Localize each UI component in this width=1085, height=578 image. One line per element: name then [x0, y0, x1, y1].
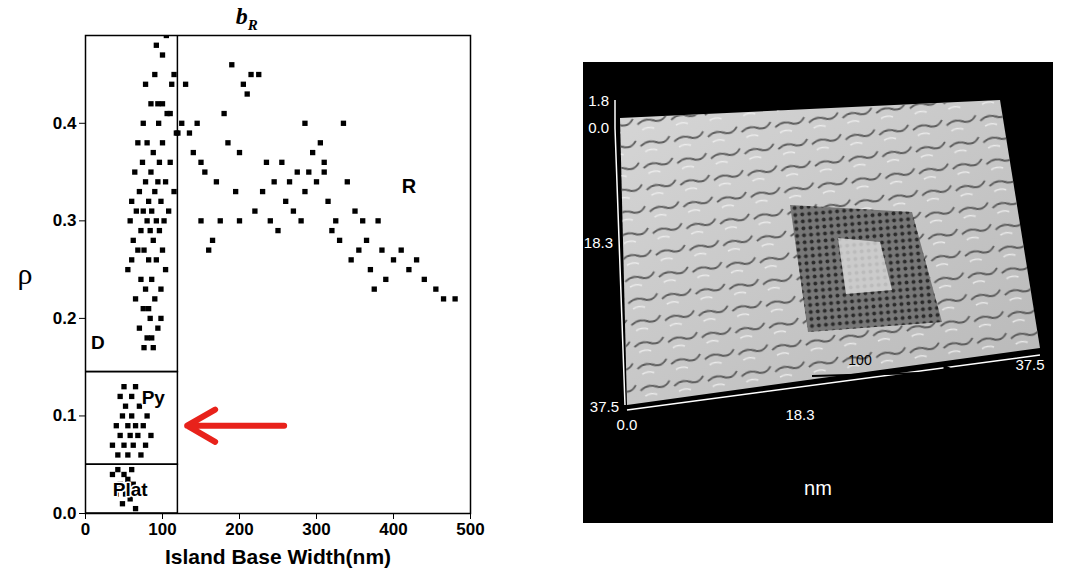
svg-text:bR: bR	[236, 3, 258, 33]
svg-text:0.0: 0.0	[53, 504, 77, 523]
svg-text:37.5: 37.5	[1015, 356, 1044, 373]
svg-text:Py: Py	[142, 387, 166, 408]
svg-text:400: 400	[379, 520, 407, 539]
svg-text:R: R	[402, 175, 417, 197]
svg-text:18.3: 18.3	[584, 234, 613, 251]
svg-text:1.8: 1.8	[588, 92, 609, 109]
svg-text:0.4: 0.4	[53, 114, 77, 133]
svg-text:200: 200	[225, 520, 253, 539]
svg-text:0.3: 0.3	[53, 211, 77, 230]
svg-text:500: 500	[456, 520, 484, 539]
svg-text:D: D	[91, 332, 105, 353]
svg-text:37.5: 37.5	[590, 398, 619, 415]
svg-text:0.1: 0.1	[53, 406, 77, 425]
svg-text:Plat: Plat	[113, 479, 149, 500]
svg-text:ρ: ρ	[18, 257, 33, 290]
svg-text:18.3: 18.3	[785, 406, 814, 423]
svg-text:0.0: 0.0	[588, 119, 609, 136]
svg-text:100: 100	[148, 520, 176, 539]
svg-text:0.2: 0.2	[53, 309, 77, 328]
svg-text:Island Base Width(nm): Island Base Width(nm)	[165, 545, 391, 568]
svg-text:0.0: 0.0	[617, 416, 638, 433]
svg-text:0: 0	[81, 520, 90, 539]
svg-text:100: 100	[848, 352, 872, 368]
svg-text:300: 300	[302, 520, 330, 539]
svg-text:nm: nm	[804, 477, 832, 499]
